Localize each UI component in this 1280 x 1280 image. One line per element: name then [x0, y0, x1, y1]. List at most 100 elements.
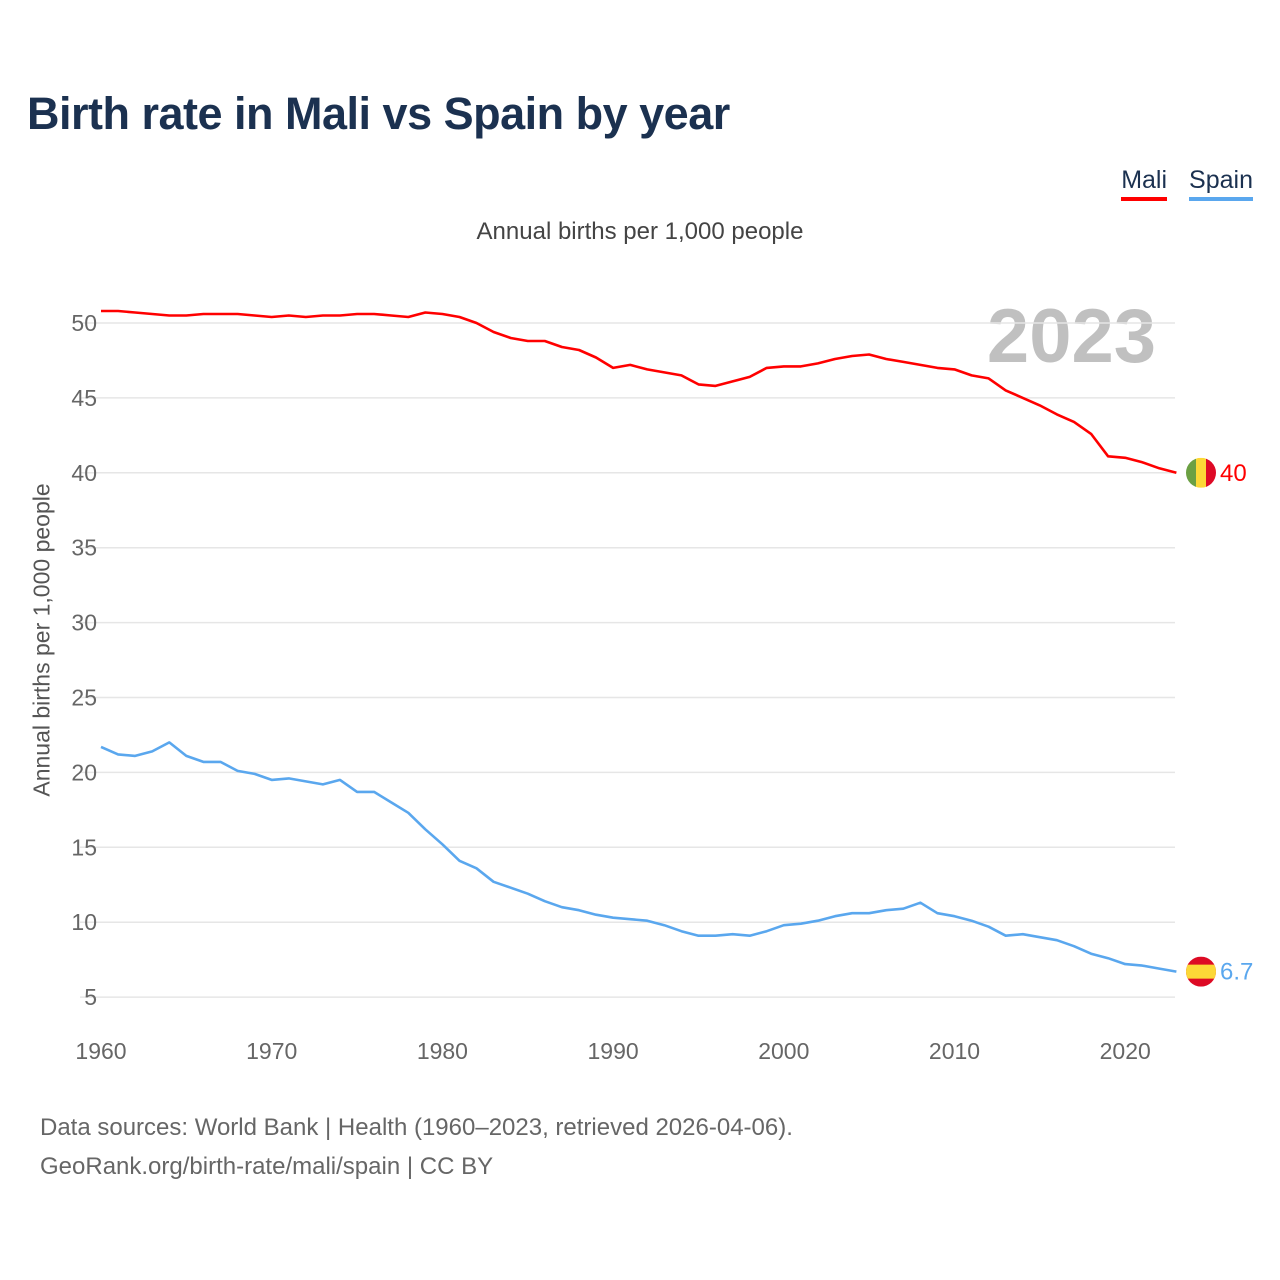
data-point[interactable]: [371, 311, 377, 317]
data-point[interactable]: [661, 369, 667, 375]
data-point[interactable]: [952, 366, 958, 372]
data-point[interactable]: [1105, 453, 1111, 459]
data-point[interactable]: [1003, 387, 1009, 393]
data-point[interactable]: [422, 310, 428, 316]
data-point[interactable]: [934, 365, 940, 371]
data-point[interactable]: [439, 311, 445, 317]
data-point[interactable]: [388, 799, 394, 805]
data-point[interactable]: [1088, 431, 1094, 437]
data-point[interactable]: [747, 374, 753, 380]
data-point[interactable]: [644, 366, 650, 372]
data-point[interactable]: [98, 744, 104, 750]
data-point[interactable]: [559, 904, 565, 910]
data-point[interactable]: [303, 314, 309, 320]
data-point[interactable]: [866, 351, 872, 357]
data-point[interactable]: [1071, 943, 1077, 949]
data-point[interactable]: [917, 362, 923, 368]
data-point[interactable]: [491, 879, 497, 885]
data-point[interactable]: [252, 313, 258, 319]
data-point[interactable]: [1105, 955, 1111, 961]
data-point[interactable]: [832, 913, 838, 919]
data-point[interactable]: [1071, 419, 1077, 425]
data-point[interactable]: [576, 347, 582, 353]
data-point[interactable]: [713, 933, 719, 939]
data-point[interactable]: [678, 372, 684, 378]
data-point[interactable]: [917, 900, 923, 906]
data-point[interactable]: [200, 311, 206, 317]
data-point[interactable]: [627, 362, 633, 368]
data-point[interactable]: [593, 354, 599, 360]
data-point[interactable]: [559, 344, 565, 350]
data-point[interactable]: [98, 308, 104, 314]
data-point[interactable]: [303, 778, 309, 784]
data-point[interactable]: [764, 928, 770, 934]
data-point[interactable]: [1139, 963, 1145, 969]
data-point[interactable]: [952, 913, 958, 919]
data-point[interactable]: [610, 915, 616, 921]
data-point[interactable]: [969, 918, 975, 924]
data-point[interactable]: [354, 789, 360, 795]
data-point[interactable]: [474, 865, 480, 871]
data-point[interactable]: [286, 313, 292, 319]
data-point[interactable]: [798, 921, 804, 927]
data-point[interactable]: [132, 310, 138, 316]
series-line-spain[interactable]: [100, 741, 1177, 973]
data-point[interactable]: [1122, 961, 1128, 967]
data-point[interactable]: [491, 329, 497, 335]
data-point[interactable]: [1088, 951, 1094, 957]
data-point[interactable]: [883, 356, 889, 362]
data-point[interactable]: [269, 777, 275, 783]
data-point[interactable]: [337, 777, 343, 783]
data-point[interactable]: [986, 375, 992, 381]
data-point[interactable]: [183, 753, 189, 759]
data-point[interactable]: [781, 922, 787, 928]
source-line-2[interactable]: GeoRank.org/birth-rate/mali/spain | CC B…: [40, 1153, 494, 1180]
data-point[interactable]: [149, 748, 155, 754]
data-point[interactable]: [217, 311, 223, 317]
data-point[interactable]: [1003, 933, 1009, 939]
data-point[interactable]: [900, 906, 906, 912]
data-point[interactable]: [456, 858, 462, 864]
data-point[interactable]: [388, 313, 394, 319]
data-point[interactable]: [1037, 402, 1043, 408]
data-point[interactable]: [1156, 966, 1162, 972]
data-point[interactable]: [115, 751, 121, 757]
data-point[interactable]: [149, 311, 155, 317]
data-point[interactable]: [934, 910, 940, 916]
data-point[interactable]: [866, 910, 872, 916]
series-line-mali[interactable]: [101, 309, 1177, 475]
data-point[interactable]: [200, 759, 206, 765]
data-point[interactable]: [508, 885, 514, 891]
data-point[interactable]: [730, 931, 736, 937]
data-point[interactable]: [798, 363, 804, 369]
data-point[interactable]: [627, 916, 633, 922]
data-point[interactable]: [610, 365, 616, 371]
data-point[interactable]: [235, 311, 241, 317]
data-point[interactable]: [576, 907, 582, 913]
data-point[interactable]: [439, 841, 445, 847]
data-point[interactable]: [815, 360, 821, 366]
data-point[interactable]: [593, 912, 599, 918]
data-point[interactable]: [405, 314, 411, 320]
data-point[interactable]: [320, 313, 326, 319]
data-point[interactable]: [1122, 455, 1128, 461]
data-point[interactable]: [832, 356, 838, 362]
data-point[interactable]: [217, 759, 223, 765]
data-point[interactable]: [883, 907, 889, 913]
data-point[interactable]: [713, 383, 719, 389]
data-point[interactable]: [1054, 411, 1060, 417]
legend-item-spain[interactable]: Spain: [1189, 166, 1253, 201]
data-point[interactable]: [849, 353, 855, 359]
data-point[interactable]: [166, 739, 172, 745]
data-point[interactable]: [695, 933, 701, 939]
data-point[interactable]: [969, 372, 975, 378]
data-point[interactable]: [1173, 969, 1179, 975]
legend-item-mali[interactable]: Mali: [1121, 166, 1168, 201]
data-point[interactable]: [320, 781, 326, 787]
data-point[interactable]: [695, 381, 701, 387]
data-point[interactable]: [354, 311, 360, 317]
data-point[interactable]: [1054, 937, 1060, 943]
data-point[interactable]: [661, 922, 667, 928]
data-point[interactable]: [849, 910, 855, 916]
data-point[interactable]: [730, 378, 736, 384]
